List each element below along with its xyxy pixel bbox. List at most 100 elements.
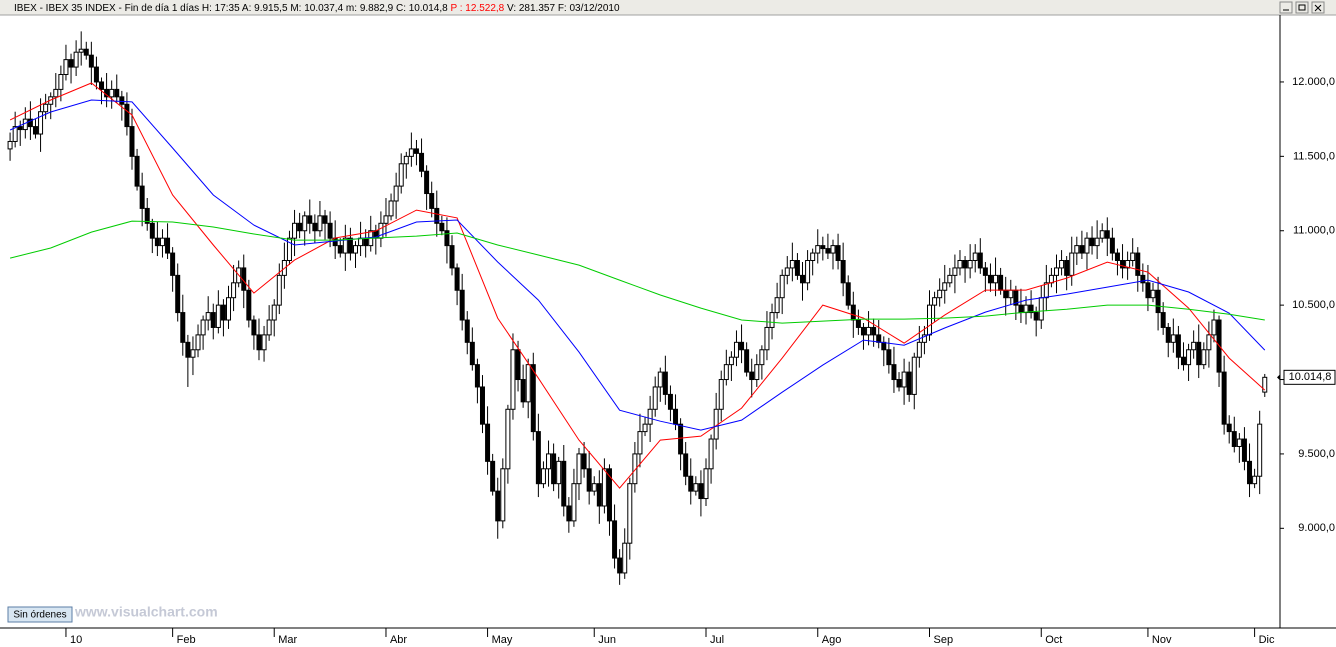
candle-body [1160,312,1166,328]
candle-body [1186,349,1192,366]
candle-body [1018,304,1024,314]
candle-body [1028,304,1034,314]
x-tick-label: Jul [710,634,724,646]
candle-body [952,267,958,276]
candle-body [307,215,313,224]
candle-body [1074,245,1080,254]
candle-body [835,245,841,261]
candle-body [1109,237,1115,254]
candle-body [149,222,155,239]
candle-body [83,48,89,56]
candle-body [1053,267,1059,276]
header-field-label: H: [202,3,212,14]
header-field-value: 281.357 [519,3,556,14]
candle-body [927,304,933,336]
candle-body [388,200,394,217]
candle-body [916,341,922,358]
candle-body [464,319,470,343]
candle-body [708,438,714,470]
candle-body [774,297,780,314]
candle-body [261,334,267,351]
candle-body [993,274,999,284]
candle-body [1120,259,1126,269]
candle-body [38,111,44,135]
candle-body [957,259,963,269]
header-field-value: 9.882,9 [360,3,394,14]
candle-body [398,163,404,187]
candle-body [1170,334,1176,343]
candle-body [998,274,1004,291]
candle-body [337,245,343,254]
candle-body [479,386,485,425]
candle-body [972,252,978,261]
candle-body [688,475,694,492]
candle-body [622,542,628,574]
x-tick-label: Ago [822,634,842,646]
x-tick-label: Mar [278,634,297,646]
x-tick-label: Feb [177,634,196,646]
candle-body [906,371,912,395]
candle-body [1079,245,1085,254]
candle-body [1089,237,1095,247]
candle-body [840,259,846,284]
candle-body [1125,259,1131,269]
candle-body [1236,438,1242,447]
candle-body [43,103,49,113]
candle-body [759,349,765,366]
candle-body [683,453,689,477]
candle-body [800,274,806,284]
candle-body [845,282,851,306]
candle-body [195,334,201,351]
candle-body [1247,460,1253,485]
candle-body [967,259,973,269]
header-field-value: 03/12/2010 [569,3,619,14]
candle-body [733,341,739,358]
candle-body [612,520,618,559]
candle-body [1033,312,1039,321]
candle-body [7,140,13,150]
candle-body [393,185,399,202]
candle-body [1257,423,1263,477]
x-tick-label: Jun [598,634,616,646]
candle-body [32,126,38,135]
minimize-button[interactable] [1279,1,1293,14]
status-label: Sin órdenes [13,610,66,621]
candle-body [566,505,572,522]
candle-body [27,118,33,128]
status-button[interactable] [7,606,73,623]
candle-body [932,297,938,306]
candle-body [586,468,592,492]
candle-body [292,222,298,239]
x-tick-label: Abr [390,634,407,646]
candle-body [901,371,907,388]
candle-body [947,274,953,284]
candle-body [855,319,861,328]
candle-body [535,431,541,485]
window-buttons [1279,1,1325,14]
candle-body [911,356,917,395]
header-field-value: 17:35 [215,3,240,14]
candle-body [1059,259,1065,269]
moving-average-line [9,99,1266,431]
x-tick-label: Nov [1152,634,1172,646]
candle-body [596,483,602,507]
x-tick-label: Sep [934,634,954,646]
candle-body [1099,230,1105,239]
candle-body [805,259,811,284]
y-tick-label: 9.000,0 [1298,522,1335,534]
candle-body [510,349,516,410]
header-field-label: F: [558,3,567,14]
maximize-button[interactable] [1295,1,1309,14]
candle-body [728,356,734,366]
candle-body [744,349,750,373]
candle-body [627,483,633,544]
candle-body [789,259,795,269]
y-tick-label: 12.000,0 [1292,76,1335,88]
candle-body [429,193,435,209]
candle-body [764,326,770,351]
candle-body [286,237,292,261]
candle-body [820,245,826,250]
candle-body [779,274,785,299]
candle-body [439,222,445,232]
candle-body [68,59,74,68]
